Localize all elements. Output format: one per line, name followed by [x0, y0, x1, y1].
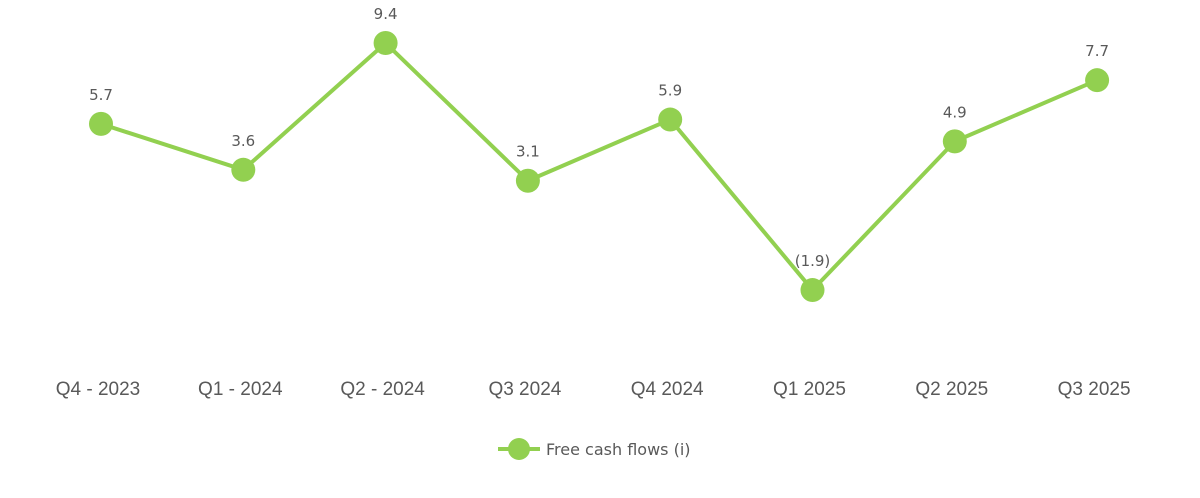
data-label: 3.1 — [516, 143, 540, 161]
data-labels: 5.7 3.6 9.4 3.1 5.9 (1.9) 4.9 7.7 — [89, 5, 1109, 270]
data-point-marker — [942, 129, 967, 154]
series-markers — [89, 31, 1110, 303]
data-point-marker — [89, 111, 113, 136]
data-point-marker — [1085, 68, 1110, 93]
data-label: 5.7 — [89, 86, 113, 104]
x-axis-labels: Q4 - 2023 Q1 - 2024 Q2 - 2024 Q3 2024 Q4 202… — [56, 379, 1131, 400]
series-polyline — [100, 41, 1098, 293]
data-label: 9.4 — [374, 5, 398, 23]
series-line — [100, 41, 1098, 293]
x-tick-label: Q4 - 2023 — [56, 379, 141, 400]
data-point-marker — [373, 31, 398, 56]
data-point-marker — [800, 278, 825, 303]
data-label: 4.9 — [943, 103, 967, 121]
legend-marker-icon — [508, 438, 530, 460]
x-tick-label: Q2 - 2024 — [340, 379, 425, 400]
data-point-marker — [231, 157, 256, 182]
legend-label: Free cash flows (i) — [546, 440, 691, 459]
data-label: 3.6 — [231, 132, 255, 150]
data-point-marker — [658, 107, 683, 132]
x-tick-label: Q3 2024 — [488, 379, 561, 400]
x-tick-label: Q3 2025 — [1058, 379, 1131, 400]
data-label: 5.9 — [658, 82, 682, 100]
data-point-marker — [515, 168, 540, 193]
x-tick-label: Q4 2024 — [631, 379, 704, 400]
x-tick-label: Q1 2025 — [773, 379, 846, 400]
legend: Free cash flows (i) — [498, 438, 691, 460]
data-label: (1.9) — [795, 252, 831, 270]
data-label: 7.7 — [1085, 42, 1109, 60]
x-tick-label: Q2 2025 — [915, 379, 988, 400]
x-tick-label: Q1 - 2024 — [198, 379, 283, 400]
